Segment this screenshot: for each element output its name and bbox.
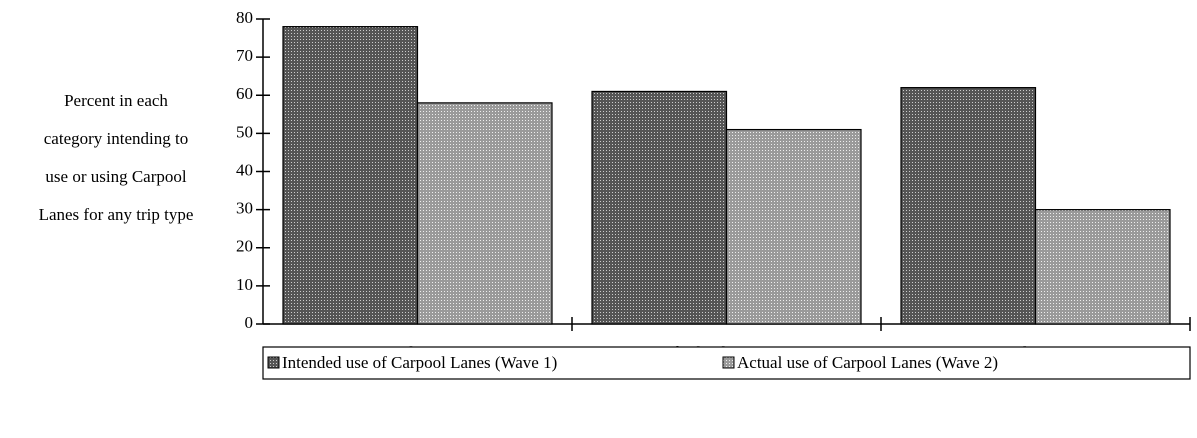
y-tick-label: 70 <box>236 46 253 65</box>
bar <box>416 102 553 325</box>
y-axis-label: use or using Carpool <box>45 167 186 186</box>
y-tick-label: 50 <box>236 122 253 141</box>
bar <box>591 90 728 325</box>
bar <box>900 87 1037 325</box>
y-axis-label: Lanes for any trip type <box>39 205 194 224</box>
y-axis-label: Percent in each <box>64 91 168 110</box>
legend-label: Actual use of Carpool Lanes (Wave 2) <box>737 353 998 372</box>
legend-label: Intended use of Carpool Lanes (Wave 1) <box>282 353 557 372</box>
y-tick-label: 0 <box>245 313 254 332</box>
y-tick-label: 10 <box>236 275 253 294</box>
bar <box>725 128 862 325</box>
y-axis-label: category intending to <box>44 129 188 148</box>
y-tick-label: 30 <box>236 199 253 218</box>
y-tick-label: 60 <box>236 84 253 103</box>
bar <box>1034 209 1171 325</box>
y-tick-label: 80 <box>236 8 253 27</box>
legend-swatch <box>722 356 735 369</box>
y-tick-label: 40 <box>236 160 253 179</box>
legend-swatch <box>267 356 280 369</box>
y-tick-label: 20 <box>236 237 253 256</box>
bar <box>282 26 419 325</box>
